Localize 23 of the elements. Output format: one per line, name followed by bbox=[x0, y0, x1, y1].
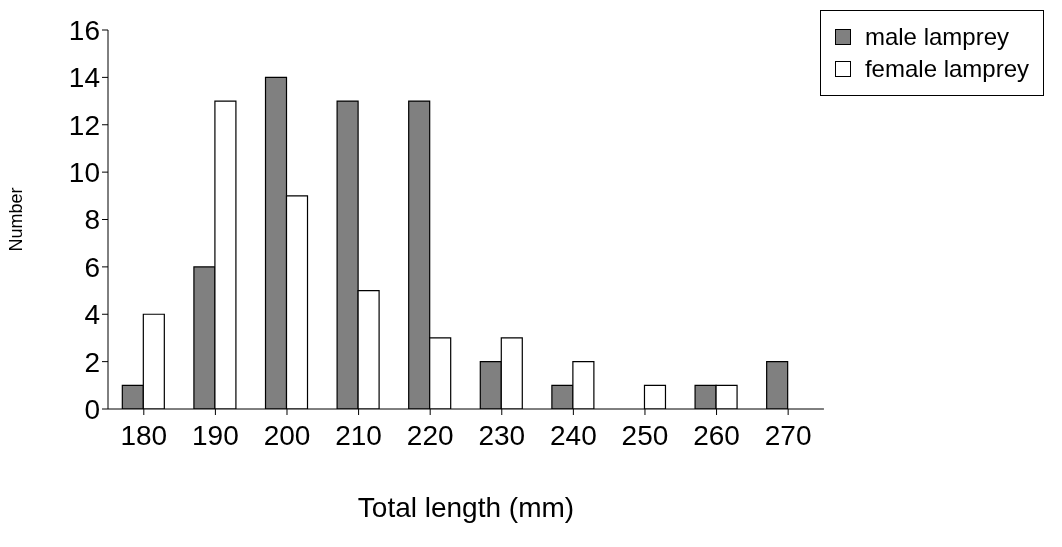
x-tick-label: 270 bbox=[764, 419, 812, 451]
x-tick-label: 200 bbox=[263, 419, 311, 451]
x-tick-label: 190 bbox=[192, 419, 239, 451]
x-axis-title: Total length (mm) bbox=[357, 492, 575, 523]
x-tick-label: 220 bbox=[406, 419, 454, 451]
x-tick-label: 180 bbox=[120, 419, 168, 451]
x-tick-label: 240 bbox=[550, 419, 597, 451]
y-tick-label: 6 bbox=[84, 251, 100, 283]
y-tick-label: 14 bbox=[68, 62, 100, 94]
legend-label: female lamprey bbox=[864, 55, 1029, 83]
y-tick-label: 16 bbox=[68, 14, 100, 46]
x-tick-label: 230 bbox=[478, 419, 526, 451]
y-tick-label: 8 bbox=[84, 204, 100, 236]
legend-label: male lamprey bbox=[864, 23, 1009, 51]
y-tick-label: 10 bbox=[68, 157, 100, 189]
x-tick-label: 260 bbox=[693, 419, 740, 451]
x-tick-label: 250 bbox=[621, 419, 669, 451]
x-tick-label: 210 bbox=[335, 419, 382, 451]
y-tick-label: 2 bbox=[84, 346, 100, 378]
y-tick-label: 4 bbox=[84, 299, 100, 331]
y-axis-title: Number bbox=[6, 187, 27, 252]
y-tick-label: 12 bbox=[68, 109, 100, 141]
y-tick-label: 0 bbox=[84, 393, 100, 425]
